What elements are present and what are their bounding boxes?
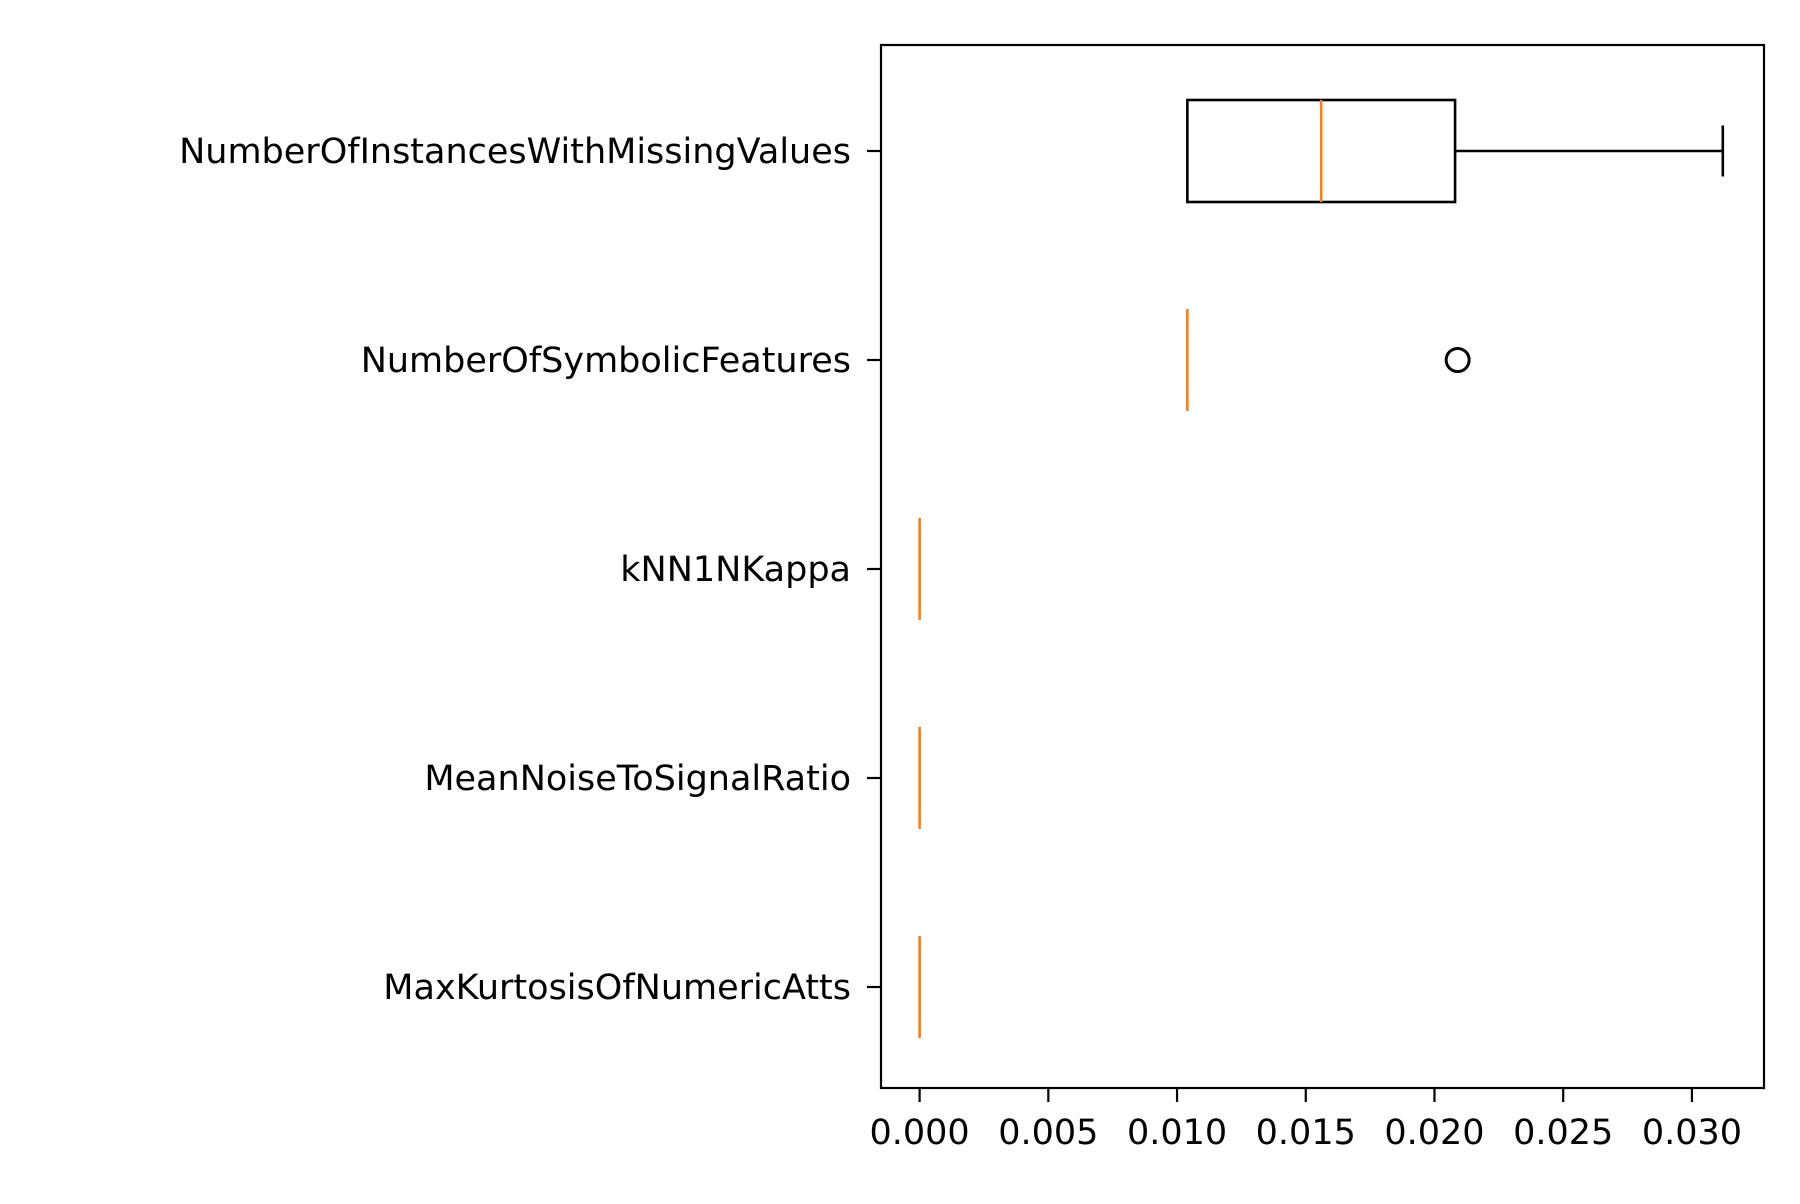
plot-marks: [918, 98, 1725, 1038]
x-axis: 0.000 0.005 0.010 0.015 0.020 0.025 0.030: [870, 1088, 1742, 1153]
box-group: [1186, 98, 1725, 204]
y-tick-label: MeanNoiseToSignalRatio: [424, 759, 851, 799]
x-tick-label: 0.000: [870, 1113, 970, 1153]
y-tick-label: kNN1NKappa: [620, 550, 851, 590]
axes-frame: [879, 43, 1766, 1090]
y-axis: NumberOfInstancesWithMissingValues Number…: [179, 132, 881, 1008]
outlier-point: [1444, 347, 1471, 373]
x-tick-label: 0.025: [1513, 1113, 1613, 1153]
y-tick-label: MaxKurtosisOfNumericAtts: [383, 968, 851, 1008]
x-tick-label: 0.010: [1127, 1113, 1227, 1153]
x-tick-label: 0.020: [1384, 1113, 1484, 1153]
box-group: [1186, 309, 1471, 411]
y-tick-label: NumberOfInstancesWithMissingValues: [179, 132, 851, 172]
y-tick-label: NumberOfSymbolicFeatures: [361, 341, 851, 381]
x-tick-label: 0.030: [1642, 1113, 1742, 1153]
x-tick-label: 0.015: [1256, 1113, 1356, 1153]
x-tick-label: 0.005: [998, 1113, 1098, 1153]
